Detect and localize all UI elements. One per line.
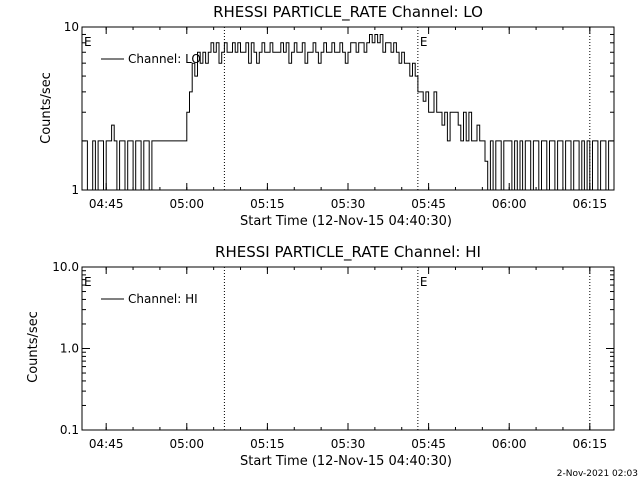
hi-x-tick-label: 06:15 [573, 437, 608, 451]
hi-x-tick-label: 05:00 [169, 437, 204, 451]
hi-y-axis-label: Counts/sec [26, 311, 41, 383]
lo-channel-panel: RHESSI PARTICLE_RATE Channel: LO Start T… [39, 3, 615, 229]
lo-chart-title: RHESSI PARTICLE_RATE Channel: LO [213, 3, 483, 22]
lo-legend-label: Channel: LO [128, 52, 201, 66]
hi-x-tick-label: 06:00 [492, 437, 527, 451]
lo-x-tick-label: 06:15 [573, 197, 608, 211]
hi-x-tick-label: 05:45 [411, 437, 446, 451]
lo-y-tick-label: 1 [71, 183, 79, 197]
generation-timestamp: 2-Nov-2021 02:03 [557, 469, 638, 479]
hi-event-marker-label: E [420, 275, 428, 289]
hi-x-tick-label: 05:30 [331, 437, 366, 451]
lo-series-line [82, 34, 614, 191]
hi-channel-panel: RHESSI PARTICLE_RATE Channel: HI Start T… [26, 243, 615, 469]
hi-y-tick-label: 0.1 [60, 423, 79, 437]
hi-event-marker-label: E [84, 275, 92, 289]
hi-x-axis-label: Start Time (12-Nov-15 04:40:30) [240, 454, 452, 469]
lo-event-marker-label: E [420, 35, 428, 49]
lo-x-axis-label: Start Time (12-Nov-15 04:40:30) [240, 214, 452, 229]
lo-event-marker-label: E [84, 35, 92, 49]
lo-x-tick-label: 05:45 [411, 197, 446, 211]
hi-legend-label: Channel: HI [128, 292, 198, 306]
lo-y-axis-label: Counts/sec [39, 72, 54, 144]
lo-x-tick-label: 05:00 [169, 197, 204, 211]
lo-x-tick-label: 05:30 [331, 197, 366, 211]
hi-y-tick-label: 1.0 [60, 342, 79, 356]
hi-x-tick-label: 04:45 [89, 437, 124, 451]
hi-y-tick-label: 10.0 [52, 260, 79, 274]
hi-x-tick-label: 05:15 [250, 437, 285, 451]
lo-x-tick-label: 06:00 [492, 197, 527, 211]
hi-chart-title: RHESSI PARTICLE_RATE Channel: HI [215, 243, 481, 262]
lo-y-tick-label: 10 [64, 20, 79, 34]
lo-x-tick-label: 04:45 [89, 197, 124, 211]
lo-x-tick-label: 05:15 [250, 197, 285, 211]
